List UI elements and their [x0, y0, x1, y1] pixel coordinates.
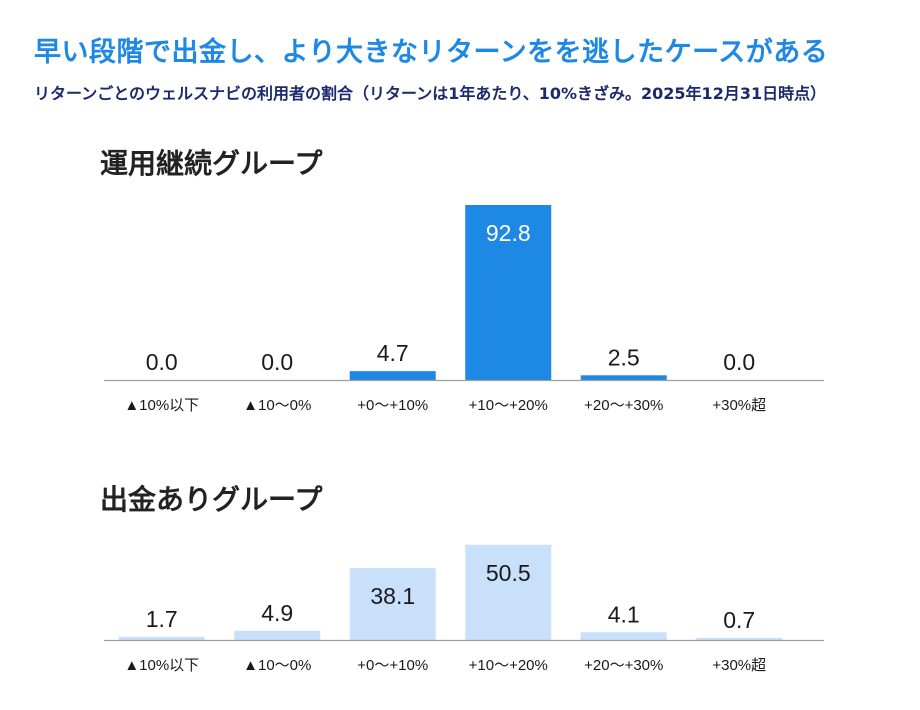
data-label-2: 4.9 — [261, 600, 293, 626]
data-label-3: 38.1 — [370, 583, 415, 609]
data-label-5: 2.5 — [608, 344, 640, 370]
data-label-3: 4.7 — [377, 340, 409, 366]
bar-2 — [234, 630, 321, 640]
chart-2: 1.7 ▲10%以下 4.9 ▲10～0% 38.1 +0～+10% 50.5 +10～+20… — [104, 410, 824, 680]
x-tick-label-3: +0～+10% — [357, 397, 428, 414]
data-label-1: 0.0 — [146, 349, 178, 375]
bar-4 — [465, 544, 552, 640]
x-tick-label-4: +10～+20% — [469, 657, 548, 674]
page-subtitle: リターンごとのウェルスナビの利用者の割合（リターンは1年あたり、10%きざみ。2… — [34, 84, 827, 103]
x-tick-label-5: +20～+30% — [584, 657, 663, 674]
x-tick-label-3: +0～+10% — [357, 657, 428, 674]
data-label-4: 92.8 — [486, 220, 531, 246]
x-tick-label-2: ▲10～0% — [243, 657, 311, 674]
x-tick-label-5: +20～+30% — [584, 397, 663, 414]
bar-3 — [349, 568, 436, 640]
data-label-5: 4.1 — [608, 601, 640, 627]
x-tick-label-6: +30%超 — [712, 397, 766, 414]
bar-1 — [118, 636, 205, 640]
bar-6 — [696, 638, 783, 640]
x-tick-label-6: +30%超 — [712, 657, 766, 674]
data-label-6: 0.7 — [723, 607, 755, 633]
bar-3 — [349, 371, 436, 380]
x-tick-label-2: ▲10～0% — [243, 397, 311, 414]
data-label-1: 1.7 — [146, 606, 178, 632]
bar-5 — [580, 375, 667, 380]
x-tick-label-4: +10～+20% — [469, 397, 548, 414]
data-label-4: 50.5 — [486, 560, 531, 586]
chart-1-svg: 0.0 ▲10%以下 0.0 ▲10～0% 4.7 +0～+10% 92.8 +10～+20%… — [104, 205, 824, 414]
bar-5 — [580, 632, 667, 640]
bar-4 — [465, 205, 552, 380]
x-tick-label-1: ▲10%以下 — [124, 397, 199, 414]
chart-2-title: 出金ありグループ — [100, 483, 323, 516]
chart-2-svg: 1.7 ▲10%以下 4.9 ▲10～0% 38.1 +0～+10% 50.5 +10～+20… — [104, 544, 824, 674]
x-tick-label-1: ▲10%以下 — [124, 657, 199, 674]
page-title: 早い段階で出金し、より大きなリターンをを逃したケースがある — [34, 37, 829, 68]
data-label-2: 0.0 — [261, 349, 293, 375]
chart-1-title: 運用継続グループ — [100, 147, 323, 180]
data-label-6: 0.0 — [723, 349, 755, 375]
chart-1: 0.0 ▲10%以下 0.0 ▲10～0% 4.7 +0～+10% 92.8 +10～+20%… — [104, 150, 824, 420]
